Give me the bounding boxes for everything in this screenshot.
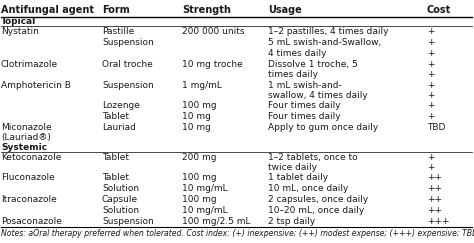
Text: +: +	[427, 27, 434, 36]
Text: 1 tablet daily: 1 tablet daily	[268, 173, 328, 182]
Text: +: +	[427, 112, 434, 121]
Text: +++: +++	[427, 217, 449, 226]
Text: +: +	[427, 38, 434, 47]
Text: Suspension: Suspension	[102, 217, 154, 226]
Text: 200 000 units: 200 000 units	[182, 27, 245, 36]
Text: Pastille: Pastille	[102, 27, 134, 36]
Text: Antifungal agent: Antifungal agent	[1, 5, 94, 15]
Text: +: +	[427, 91, 434, 100]
Text: Clotrimazole: Clotrimazole	[1, 60, 58, 69]
Text: Solution: Solution	[102, 206, 139, 215]
Text: TBD: TBD	[427, 123, 445, 132]
Text: Form: Form	[102, 5, 130, 15]
Text: 1 mg/mL: 1 mg/mL	[182, 80, 222, 89]
Text: 5 mL swish-and-Swallow,: 5 mL swish-and-Swallow,	[268, 38, 381, 47]
Text: Four times daily: Four times daily	[268, 101, 340, 110]
Text: (Lauriad®): (Lauriad®)	[1, 133, 51, 142]
Text: 100 mg/2.5 mL: 100 mg/2.5 mL	[182, 217, 251, 226]
Text: ++: ++	[427, 206, 442, 215]
Text: Lauriad: Lauriad	[102, 123, 136, 132]
Text: Tablet: Tablet	[102, 153, 129, 162]
Text: Posaconazole: Posaconazole	[1, 217, 62, 226]
Text: Systemic: Systemic	[1, 143, 47, 152]
Text: Four times daily: Four times daily	[268, 112, 340, 121]
Text: 200 mg: 200 mg	[182, 153, 217, 162]
Text: +: +	[427, 70, 434, 79]
Text: Cost: Cost	[427, 5, 451, 15]
Text: Capsule: Capsule	[102, 195, 138, 204]
Text: ++: ++	[427, 184, 442, 193]
Text: 100 mg: 100 mg	[182, 195, 217, 204]
Text: +: +	[427, 80, 434, 89]
Text: 1 mL swish-and-: 1 mL swish-and-	[268, 80, 342, 89]
Text: Topical: Topical	[1, 17, 36, 26]
Text: Miconazole: Miconazole	[1, 123, 52, 132]
Text: Usage: Usage	[268, 5, 301, 15]
Text: 2 capsules, once daily: 2 capsules, once daily	[268, 195, 368, 204]
Text: 10–20 mL, once daily: 10–20 mL, once daily	[268, 206, 364, 215]
Text: +: +	[427, 163, 434, 172]
Text: Tablet: Tablet	[102, 173, 129, 182]
Text: Ketoconazole: Ketoconazole	[1, 153, 61, 162]
Text: Lozenge: Lozenge	[102, 101, 140, 110]
Text: 10 mL, once daily: 10 mL, once daily	[268, 184, 348, 193]
Text: Nystatin: Nystatin	[1, 27, 39, 36]
Text: Amphotericin B: Amphotericin B	[1, 80, 71, 89]
Text: Apply to gum once daily: Apply to gum once daily	[268, 123, 378, 132]
Text: times daily: times daily	[268, 70, 318, 79]
Text: 100 mg: 100 mg	[182, 101, 217, 110]
Text: Suspension: Suspension	[102, 38, 154, 47]
Text: +: +	[427, 101, 434, 110]
Text: twice daily: twice daily	[268, 163, 317, 172]
Text: 100 mg: 100 mg	[182, 173, 217, 182]
Text: Strength: Strength	[182, 5, 231, 15]
Text: +: +	[427, 49, 434, 58]
Text: ++: ++	[427, 195, 442, 204]
Text: Notes: aOral therapy preferred when tolerated. Cost index: (+) inexpensive; (++): Notes: aOral therapy preferred when tole…	[1, 229, 474, 238]
Text: Fluconazole: Fluconazole	[1, 173, 55, 182]
Text: 4 times daily: 4 times daily	[268, 49, 326, 58]
Text: Itraconazole: Itraconazole	[1, 195, 57, 204]
Text: 10 mg: 10 mg	[182, 112, 211, 121]
Text: Dissolve 1 troche, 5: Dissolve 1 troche, 5	[268, 60, 357, 69]
Text: Oral troche: Oral troche	[102, 60, 153, 69]
Text: +: +	[427, 60, 434, 69]
Text: ++: ++	[427, 173, 442, 182]
Text: Solution: Solution	[102, 184, 139, 193]
Text: Tablet: Tablet	[102, 112, 129, 121]
Text: 10 mg: 10 mg	[182, 123, 211, 132]
Text: 1–2 tablets, once to: 1–2 tablets, once to	[268, 153, 357, 162]
Text: +: +	[427, 153, 434, 162]
Text: 10 mg troche: 10 mg troche	[182, 60, 243, 69]
Text: Suspension: Suspension	[102, 80, 154, 89]
Text: 2 tsp daily: 2 tsp daily	[268, 217, 315, 226]
Text: 1–2 pastilles, 4 times daily: 1–2 pastilles, 4 times daily	[268, 27, 388, 36]
Text: 10 mg/mL: 10 mg/mL	[182, 206, 228, 215]
Text: 10 mg/mL: 10 mg/mL	[182, 184, 228, 193]
Text: swallow, 4 times daily: swallow, 4 times daily	[268, 91, 367, 100]
